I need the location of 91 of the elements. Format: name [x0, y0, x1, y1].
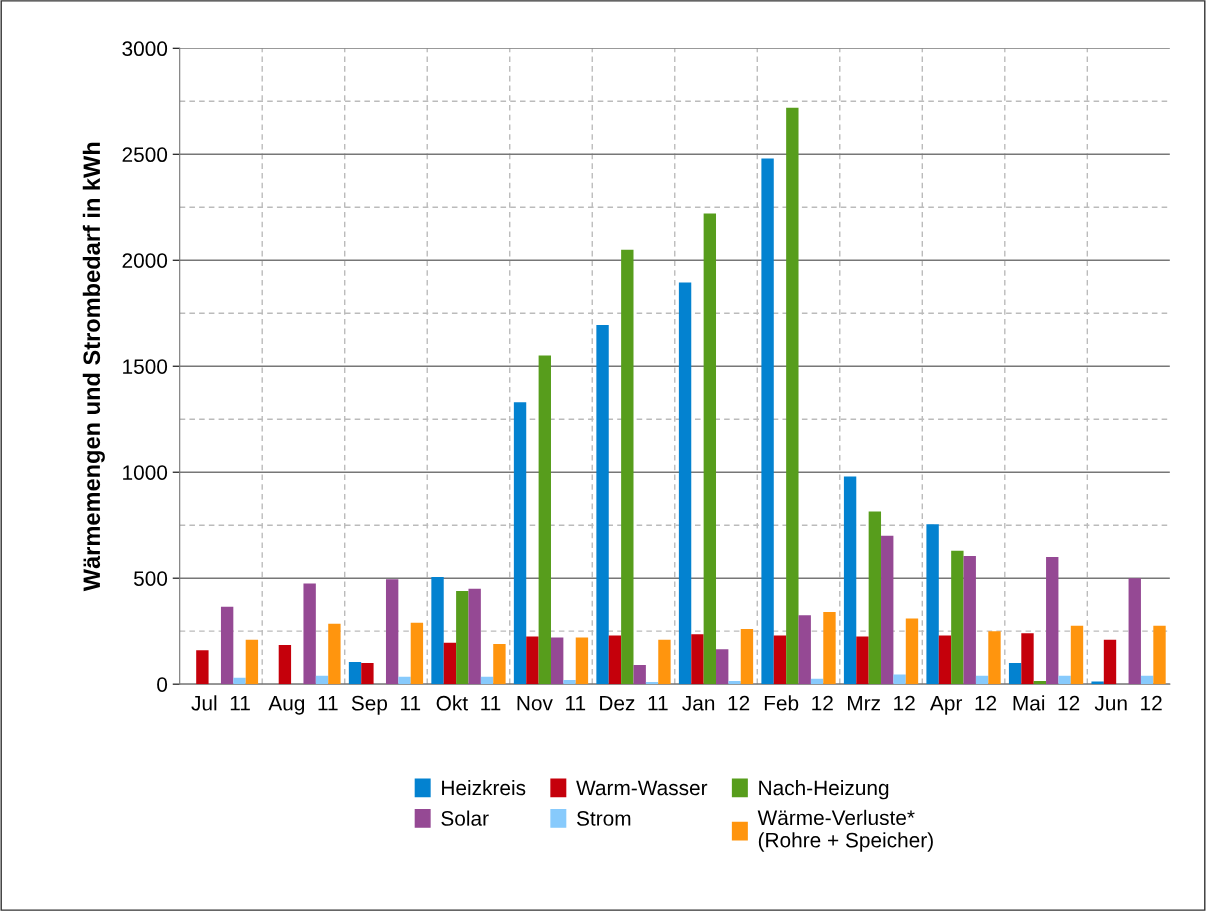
- y-tick-label: 3000: [122, 41, 168, 57]
- y-tick-label: 0: [157, 677, 168, 692]
- bar: [1046, 556, 1059, 685]
- x-tick-label: Feb 12: [764, 695, 833, 711]
- bar: [810, 678, 824, 685]
- x-tick-label: Apr 12: [930, 695, 997, 715]
- bar: [348, 661, 362, 685]
- bar: [621, 249, 634, 685]
- legend-label: Heizkreis: [442, 779, 526, 796]
- bar: [550, 637, 564, 685]
- bar: [468, 588, 481, 685]
- bar: [893, 674, 906, 685]
- bar: [596, 324, 609, 685]
- x-tick-label: Jul 11: [191, 695, 250, 711]
- bar: [443, 642, 457, 685]
- bar: [773, 635, 787, 685]
- bar: [385, 579, 399, 685]
- bar: [480, 676, 494, 685]
- bar: [431, 577, 444, 685]
- bar: [1153, 625, 1166, 685]
- bar: [493, 643, 506, 685]
- bar: [1033, 680, 1047, 685]
- legend-label: Warm-Wasser: [576, 780, 708, 796]
- x-tick-label: Mai 12: [1013, 695, 1080, 711]
- bar: [1140, 675, 1154, 685]
- legend-label: Wärme-Verluste* (Rohre + Speicher): [757, 809, 933, 852]
- bar: [303, 583, 316, 685]
- bar: [278, 644, 292, 685]
- bar: [513, 402, 527, 685]
- bar: [1021, 633, 1034, 685]
- bar: [245, 639, 259, 685]
- bar: [526, 636, 539, 685]
- legend-label: Strom: [576, 811, 631, 826]
- x-tick-label: Jun 12: [1094, 695, 1162, 711]
- bar: [1008, 662, 1022, 685]
- bar: [361, 662, 374, 685]
- bar: [456, 590, 469, 685]
- x-tick-label: Mrz 12: [848, 695, 915, 711]
- bar: [691, 634, 704, 685]
- bar: [975, 675, 989, 685]
- bar: [1070, 625, 1084, 685]
- y-tick-label: 2500: [122, 147, 168, 163]
- bar: [678, 282, 692, 685]
- x-tick-label: Sep 11: [351, 695, 421, 715]
- bar: [563, 679, 576, 685]
- legend-label: Nach-Heizung: [759, 779, 889, 800]
- bar: [728, 680, 741, 685]
- bar: [220, 606, 234, 685]
- bar: [856, 636, 869, 685]
- bar: [328, 623, 341, 685]
- bar: [716, 649, 729, 685]
- bar: [951, 550, 964, 685]
- x-tick-label: Dez 11: [600, 696, 668, 711]
- x-tick-label: Okt 11: [436, 695, 501, 711]
- bar: [703, 213, 717, 685]
- bar: [988, 631, 1001, 685]
- legend-label: Solar: [441, 810, 489, 826]
- bar: [1103, 639, 1117, 685]
- bar: [410, 622, 424, 685]
- y-tick-label: 1000: [123, 465, 168, 480]
- y-axis-title: Wärmemengen und Strombedarf in kWh: [82, 142, 105, 592]
- bar: [645, 682, 659, 685]
- bar: [868, 511, 882, 685]
- bar: [926, 524, 939, 685]
- x-tick-label: Jan 12: [682, 695, 750, 711]
- bar: [823, 612, 836, 685]
- bar: [608, 635, 622, 685]
- bar: [633, 665, 646, 685]
- bar: [538, 355, 551, 685]
- bar: [1058, 675, 1071, 685]
- bar: [575, 637, 589, 685]
- bar: [761, 158, 774, 685]
- y-tick-label: 2000: [122, 253, 168, 268]
- x-tick-label: Nov 11: [517, 696, 586, 711]
- bar: [315, 675, 329, 685]
- bar: [963, 555, 976, 685]
- bar: [881, 535, 894, 685]
- bar: [233, 677, 246, 685]
- bar: [740, 629, 754, 685]
- y-tick-label: 1500: [123, 359, 168, 374]
- bar: [938, 635, 952, 685]
- bar: [798, 615, 811, 685]
- y-tick-label: 500: [133, 571, 168, 586]
- bar: [843, 476, 857, 685]
- bar: [398, 676, 411, 685]
- bar: [196, 650, 209, 685]
- bar: [658, 639, 671, 685]
- bar: [905, 618, 919, 685]
- x-tick-label: Aug 11: [268, 696, 338, 715]
- bar: [786, 107, 799, 685]
- bar: [1128, 578, 1141, 685]
